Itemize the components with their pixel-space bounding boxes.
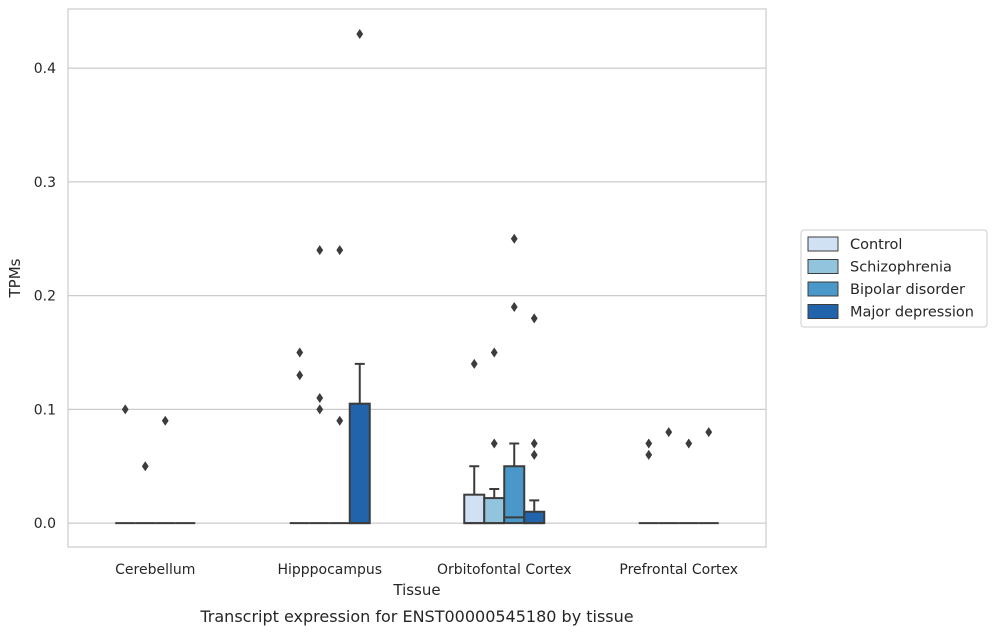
x-tick-label: Cerebellum — [115, 562, 195, 578]
outlier-point — [141, 461, 149, 472]
grid-lines — [68, 67, 766, 524]
outlier-point — [490, 347, 498, 358]
outlier-point — [336, 415, 344, 426]
outlier-point — [296, 370, 304, 381]
box — [523, 499, 546, 525]
legend-swatch — [807, 236, 839, 252]
legend-item: Bipolar disorder — [807, 281, 965, 298]
x-tick-label: Hipppocampus — [277, 562, 382, 578]
legend-swatch — [807, 281, 839, 297]
box-body — [503, 465, 526, 525]
outliers — [121, 29, 713, 472]
y-tick-label: 0.4 — [34, 61, 56, 77]
outlier-point — [490, 438, 498, 449]
box — [483, 487, 506, 525]
y-tick-label: 0.1 — [34, 402, 56, 418]
outlier-point — [530, 449, 538, 460]
outlier-point — [316, 404, 324, 415]
y-tick-label: 0.0 — [34, 516, 56, 532]
outlier-point — [685, 438, 693, 449]
legend-label: Bipolar disorder — [850, 282, 965, 298]
legend-label: Control — [850, 237, 902, 253]
y-tick-labels: 0.0 0.1 0.2 0.3 0.4 — [34, 61, 56, 532]
box — [348, 362, 371, 525]
box-body — [348, 402, 371, 525]
legend-frame — [800, 229, 988, 328]
y-tick-label: 0.3 — [34, 175, 56, 191]
box-body — [483, 497, 506, 525]
y-axis-label: TPMs — [6, 258, 24, 298]
legend: Control Schizophrenia Bipolar disorder Majo… — [800, 229, 988, 328]
outlier-point — [665, 427, 673, 438]
legend-item: Schizophrenia — [807, 259, 952, 276]
outlier-point — [510, 302, 518, 313]
legend-swatch — [807, 259, 839, 274]
outlier-point — [316, 245, 324, 256]
outlier-point — [530, 313, 538, 324]
x-axis-label: Tissue — [392, 581, 440, 599]
legend-swatch — [807, 304, 839, 319]
box-body — [523, 510, 546, 525]
legend-item: Major depression — [807, 304, 974, 321]
y-tick-label: 0.2 — [34, 289, 56, 305]
outlier-point — [645, 449, 653, 460]
outlier-point — [121, 404, 129, 415]
x-tick-labels: Cerebellum Hipppocampus Orbitofontal Corte… — [115, 562, 738, 578]
plot-area — [67, 8, 767, 548]
outlier-point — [645, 438, 653, 449]
box — [503, 442, 526, 525]
box — [463, 465, 486, 525]
outlier-point — [705, 427, 713, 438]
x-tick-label: Prefrontal Cortex — [619, 562, 738, 578]
legend-label: Schizophrenia — [850, 260, 952, 276]
legend-item: Control — [807, 236, 902, 253]
boxes — [115, 362, 719, 525]
box-body — [463, 493, 486, 525]
outlier-point — [470, 358, 478, 369]
x-tick-label: Orbitofontal Cortex — [437, 562, 572, 578]
outlier-point — [510, 233, 518, 244]
legend-label: Major depression — [850, 305, 974, 321]
outlier-point — [161, 415, 169, 426]
chart-caption: Transcript expression for ENST0000054518… — [199, 607, 633, 626]
outlier-point — [336, 245, 344, 256]
outlier-point — [530, 438, 538, 449]
outlier-point — [316, 392, 324, 403]
outlier-point — [356, 29, 364, 40]
outlier-point — [296, 347, 304, 358]
